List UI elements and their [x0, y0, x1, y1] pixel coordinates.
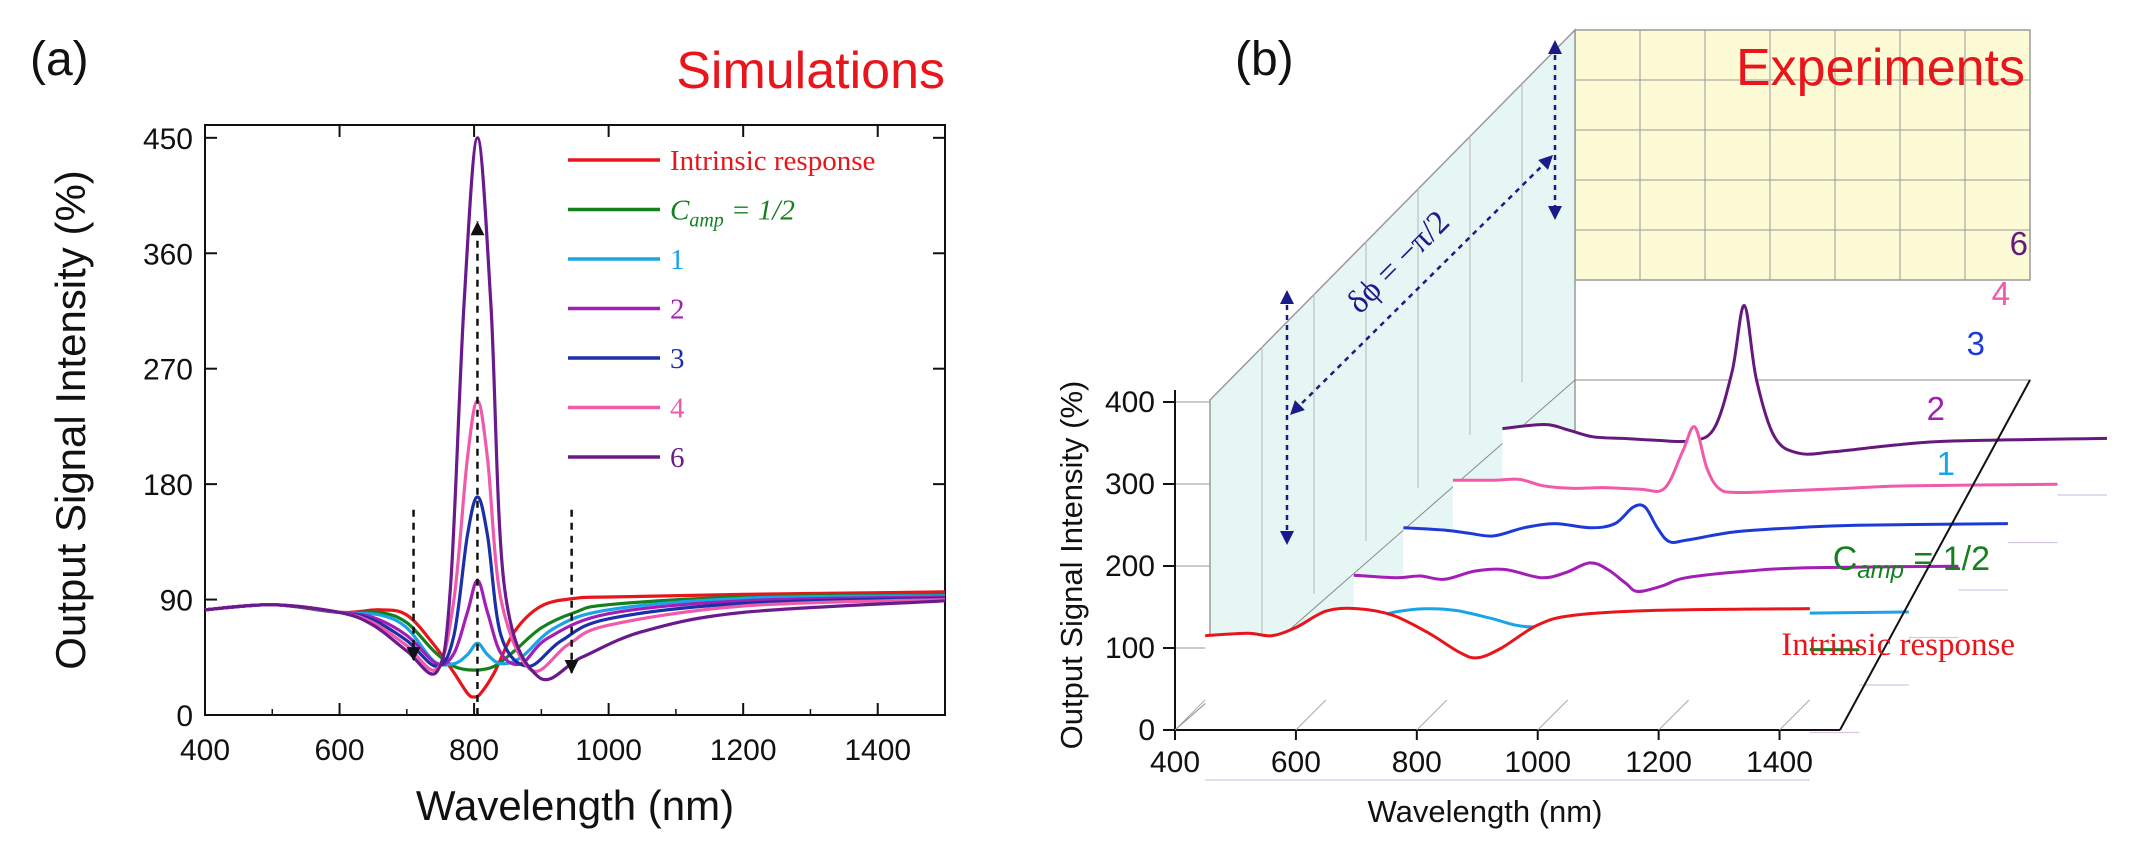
arrow-down-left-a-head [406, 647, 421, 662]
arrow-down-right-a-head [564, 659, 579, 674]
x-axis-title-a: Wavelength (nm) [416, 782, 734, 829]
floor-grid-b [1658, 699, 1689, 731]
series-line-b-6 [1502, 304, 2108, 456]
series-line-a-2 [204, 594, 946, 667]
floor-grid-b [1537, 699, 1569, 731]
series-curtain-b-5 [1452, 426, 2058, 543]
y-axis-title-b: Output Signal Intensity (%) [1054, 381, 1089, 750]
floor-grid-b [1174, 699, 1206, 731]
legend-label-a-4: 3 [670, 343, 685, 375]
y-tick-label-a: 90 [160, 585, 193, 618]
y-tick-label-b: 300 [1105, 468, 1155, 501]
delta-arrow-right-head-bottom [1548, 206, 1562, 220]
x-tick-label-b: 1200 [1625, 746, 1692, 779]
panel-label-a: (a) [30, 33, 89, 86]
legend-label-a-1: Camp = 1/2 [670, 195, 795, 232]
x-tick-label-a: 1000 [575, 734, 642, 767]
series-line-b-0 [1205, 606, 1810, 660]
chart-title-b: Experiments [1736, 39, 2025, 97]
series-label-b-1: Camp = 1/2 [1833, 540, 1990, 584]
y-axis-title-a: Output Signal Intensity (%) [47, 170, 94, 670]
plot-frame-a [204, 124, 946, 716]
series-label-b-2: 1 [1937, 445, 1955, 482]
y-tick-label-b: 0 [1138, 714, 1155, 747]
series-label-b-6: 6 [2010, 225, 2028, 262]
delta-diagonal-head-a [1290, 400, 1305, 415]
y-tick-label-a: 270 [143, 354, 193, 387]
x-axis-title-b: Wavelength (nm) [1368, 794, 1603, 829]
floor-grid-b [1416, 699, 1448, 731]
y-tick-label-a: 180 [143, 469, 193, 502]
y-tick-label-a: 0 [176, 700, 193, 733]
x-tick-label-b: 1400 [1746, 746, 1813, 779]
legend-label-a-2: 1 [670, 244, 685, 276]
legend-label-a-5: 4 [670, 393, 685, 425]
x-tick-label-a: 800 [449, 734, 499, 767]
arrow-up-center-a-head [470, 221, 485, 236]
y-tick-label-b: 100 [1105, 632, 1155, 665]
x-tick-label-a: 1400 [844, 734, 911, 767]
series-line-b-5 [1452, 425, 2058, 495]
grid-b [1175, 30, 2031, 731]
panel-label-b: (b) [1235, 33, 1294, 86]
series-curtain-b-6 [1502, 305, 2107, 495]
delta-arrow-left-head-bottom [1280, 531, 1294, 545]
legend-label-a-0: Intrinsic response [670, 145, 875, 177]
depth-axis-b [1839, 379, 2031, 731]
x-tick-label-a: 1200 [710, 734, 777, 767]
series-group-a [204, 136, 946, 699]
delta-diagonal-head-b [1538, 155, 1553, 170]
y-tick-label-b: 200 [1105, 550, 1155, 583]
legend-label-a-3: 2 [670, 294, 685, 326]
chart-title-a: Simulations [676, 42, 945, 100]
legend-label-a-6: 6 [670, 442, 685, 474]
legend-a: Intrinsic response Camp = 1/2 1 2 3 4 6 [568, 145, 875, 474]
x-tick-label-b: 800 [1392, 746, 1442, 779]
series-group-b [1205, 304, 2108, 781]
delta-arrow-left-head-top [1280, 290, 1294, 304]
axis-ticks-b: 400 600 800 1000 1200 1400 0 100 200 300 400 [1105, 379, 2031, 779]
x-tick-label-b: 1000 [1504, 746, 1571, 779]
delta-arrow-right-head-top [1548, 40, 1562, 54]
dashed-arrows-a [406, 221, 579, 715]
plot-area-b: 400 600 800 1000 1200 1400 0 100 200 300 400 Intri… [1105, 28, 2108, 781]
series-label-b-3: 2 [1927, 390, 1945, 427]
series-line-b-4 [1403, 503, 2008, 544]
y-tick-label-a: 450 [143, 123, 193, 156]
series-label-b-4: 3 [1967, 325, 1985, 362]
series-line-a-6 [204, 136, 946, 682]
x-tick-label-b: 400 [1150, 746, 1200, 779]
series-label-b-5: 4 [1992, 275, 2010, 312]
x-tick-label-a: 600 [315, 734, 365, 767]
floor-grid-b [1295, 699, 1327, 731]
y-tick-label-b: 400 [1105, 386, 1155, 419]
y-tick-label-a: 360 [143, 238, 193, 271]
plot-area-a: 400 600 800 1000 1200 1400 0 90 180 270 360 450 Int… [143, 123, 946, 767]
axis-ticks-a: 400 600 800 1000 1200 1400 0 90 180 270 360 450 [143, 123, 946, 767]
floor-grid-b [1779, 699, 1810, 731]
x-tick-label-b: 600 [1271, 746, 1321, 779]
series-label-b-0: Intrinsic response [1781, 627, 2015, 663]
series-line-b-3 [1353, 561, 1959, 594]
x-tick-label-a: 400 [180, 734, 230, 767]
